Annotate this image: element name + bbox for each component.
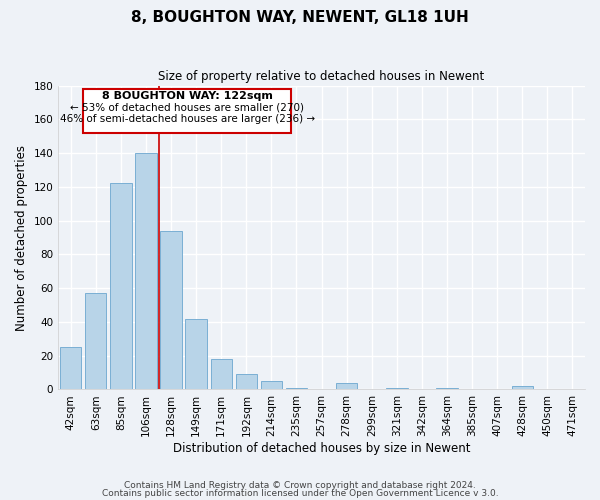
Bar (211, 359, 232, 390)
Bar (336, 382, 358, 390)
Text: 8 BOUGHTON WAY: 122sqm: 8 BOUGHTON WAY: 122sqm (102, 90, 273, 101)
Bar (85, 293, 106, 390)
Bar (83, 89, 292, 133)
Title: Size of property relative to detached houses in Newent: Size of property relative to detached ho… (158, 70, 485, 83)
Text: 8, BOUGHTON WAY, NEWENT, GL18 1UH: 8, BOUGHTON WAY, NEWENT, GL18 1UH (131, 10, 469, 25)
Bar (60, 347, 82, 390)
Text: Contains public sector information licensed under the Open Government Licence v : Contains public sector information licen… (101, 489, 499, 498)
Bar (386, 388, 407, 390)
Bar (136, 153, 157, 390)
Text: Contains HM Land Registry data © Crown copyright and database right 2024.: Contains HM Land Registry data © Crown c… (124, 480, 476, 490)
Bar (110, 184, 131, 390)
Bar (512, 386, 533, 390)
Y-axis label: Number of detached properties: Number of detached properties (15, 144, 28, 330)
Text: 46% of semi-detached houses are larger (236) →: 46% of semi-detached houses are larger (… (60, 114, 315, 124)
Bar (160, 231, 182, 390)
Bar (261, 381, 282, 390)
Bar (236, 374, 257, 390)
Bar (436, 388, 458, 390)
X-axis label: Distribution of detached houses by size in Newent: Distribution of detached houses by size … (173, 442, 470, 455)
Bar (286, 388, 307, 390)
Text: ← 53% of detached houses are smaller (270): ← 53% of detached houses are smaller (27… (70, 102, 304, 113)
Bar (185, 318, 207, 390)
